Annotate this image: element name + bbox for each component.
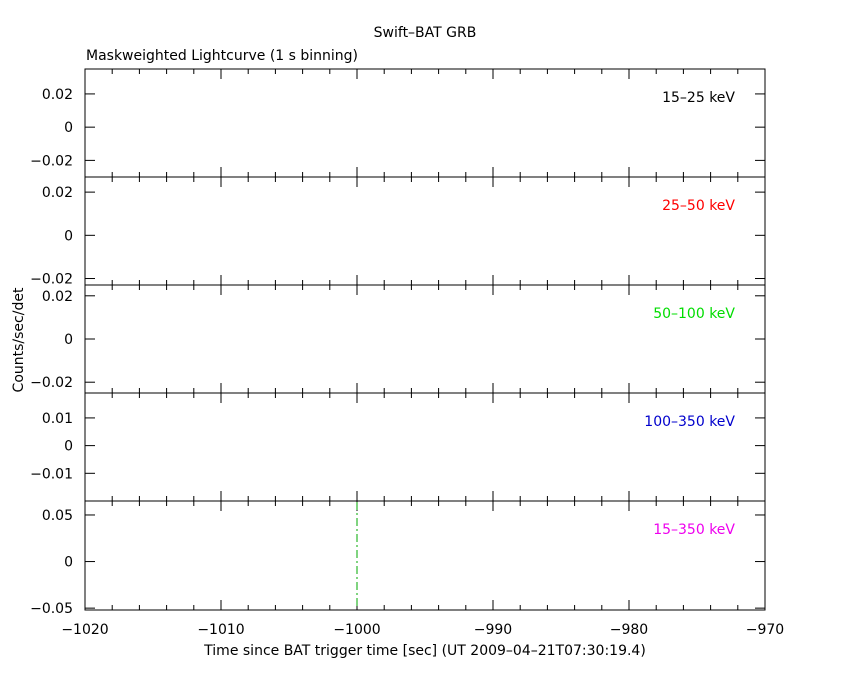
y-tick-label: −0.02 [30, 272, 73, 288]
y-tick-label: 0 [64, 439, 73, 455]
figure-title: Swift–BAT GRB [374, 25, 477, 41]
band-label: 25–50 keV [662, 198, 735, 214]
panel-4: 0.01 0 −0.01 100–350 keV [30, 392, 766, 502]
y-tick-label: 0 [64, 228, 73, 244]
y-tick-label: 0 [64, 555, 73, 571]
y-tick-label: −0.02 [30, 153, 73, 169]
y-axis-label: Counts/sec/det [11, 287, 27, 392]
x-tick-label: −1000 [333, 622, 380, 638]
x-tick-label: −970 [746, 622, 784, 638]
x-axis-label: Time since BAT trigger time [sec] (UT 20… [203, 643, 646, 659]
y-tick-label: −0.02 [30, 375, 73, 391]
y-tick-label: 0.02 [42, 289, 73, 305]
panel-frame [84, 500, 766, 611]
y-tick-label: 0.01 [42, 411, 73, 427]
panel-3: 0.02 0 −0.02 50–100 keV [30, 284, 766, 394]
y-tick-label: 0.02 [42, 87, 73, 103]
y-tick-label: 0.05 [42, 508, 73, 524]
band-label: 50–100 keV [653, 306, 735, 322]
panel-5: 0.05 0 −0.05 15–350 keV [30, 500, 766, 617]
y-tick-label: −0.01 [30, 466, 73, 482]
x-tick-label: −1010 [197, 622, 244, 638]
y-tick-label: 0.02 [42, 185, 73, 201]
x-tick-labels: −1020 −1010 −1000 −990 −980 −970 [61, 622, 784, 638]
panel-2: 0.02 0 −0.02 25–50 keV [30, 176, 766, 288]
y-tick-label: −0.05 [30, 601, 73, 617]
y-tick-label: 0 [64, 120, 73, 136]
figure-subtitle: Maskweighted Lightcurve (1 s binning) [86, 48, 358, 64]
band-label: 15–350 keV [653, 522, 735, 538]
y-tick-label: 0 [64, 332, 73, 348]
x-tick-label: −980 [610, 622, 648, 638]
band-label: 15–25 keV [662, 90, 735, 106]
x-tick-label: −1020 [61, 622, 108, 638]
band-label: 100–350 keV [644, 414, 735, 430]
x-tick-label: −990 [474, 622, 512, 638]
